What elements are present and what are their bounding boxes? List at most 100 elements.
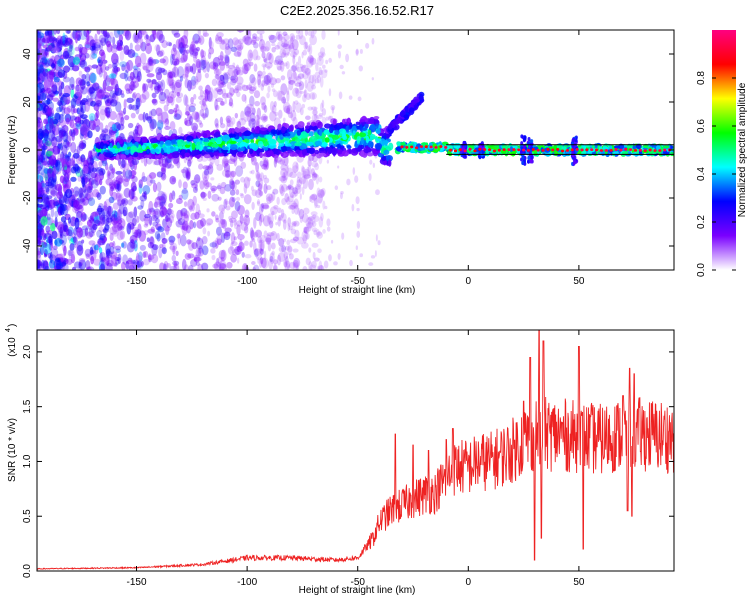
heatmap-ridge [249,148,254,155]
heatmap-noise [311,260,317,269]
heatmap-noise [45,87,52,94]
heatmap-noise [136,122,140,129]
heatmap-noise [195,46,201,52]
heatmap-noise [300,65,306,73]
heatmap-core [536,148,540,152]
heatmap-noise [119,202,125,215]
heatmap-noise [265,193,273,202]
heatmap-noise [128,174,135,179]
heatmap-noise [181,188,189,200]
heatmap-core [429,145,433,149]
heatmap-noise [52,173,57,183]
heatmap-noise [160,68,166,73]
heatmap-noise [37,166,42,172]
heatmap-noise [244,110,252,117]
heatmap-noise [250,118,256,125]
heatmap-noise [50,189,56,195]
heatmap-noise [190,75,197,86]
heatmap-noise [217,55,224,61]
heatmap-noise [236,245,243,252]
heatmap-noise [263,74,271,85]
heatmap-noise [319,188,325,196]
heatmap-noise [306,166,310,177]
heatmap-noise [235,86,240,92]
heatmap-noise [275,222,278,226]
heatmap-noise [302,266,308,270]
heatmap-ridge [124,149,130,155]
heatmap-noise [172,43,177,52]
heatmap-noise [161,237,168,244]
heatmap-ridge [331,147,338,156]
heatmap-noise [216,164,224,171]
heatmap-noise [48,199,56,209]
heatmap-noise [309,54,314,67]
heatmap-noise [43,197,51,206]
heatmap-noise [281,156,289,166]
heatmap-ridge [317,121,323,129]
heatmap-noise [176,91,181,97]
heatmap-noise [182,166,189,179]
heatmap-noise [252,85,257,91]
heatmap-noise [301,165,305,173]
heatmap-core [663,148,667,152]
heatmap-noise [295,61,299,72]
heatmap-noise [61,124,69,133]
heatmap-noise [302,207,310,215]
heatmap-noise [135,260,143,268]
heatmap-noise [160,120,166,125]
heatmap-ridge [221,146,230,151]
heatmap-noise [171,58,180,66]
heatmap-noise [173,61,177,68]
heatmap-ridge [324,123,332,129]
heatmap-noise [185,169,191,177]
heatmap-noise [298,30,304,40]
heatmap-noise [249,227,254,239]
heatmap-noise [340,190,344,195]
heatmap-noise [47,167,54,179]
heatmap-noise [146,78,152,83]
heatmap-noise [250,229,255,241]
heatmap-ridge [204,139,209,148]
heatmap-ridge [378,133,386,137]
heatmap-noise [68,119,72,127]
heatmap-noise [180,207,188,217]
spectrogram-x-axis-label: Height of straight line (km) [299,285,416,296]
heatmap-noise [192,48,199,54]
heatmap-noise [183,264,190,270]
heatmap-noise [358,65,363,72]
heatmap-noise [123,178,129,187]
heatmap-noise [111,254,118,267]
heatmap-noise [250,169,255,175]
heatmap-noise [112,240,116,249]
heatmap-ridge [346,145,352,150]
heatmap-noise [218,61,226,66]
heatmap-noise [186,225,191,234]
heatmap-ridge [244,138,248,142]
heatmap-noise [197,236,201,242]
heatmap-noise [171,190,176,201]
heatmap-noise [319,190,325,198]
heatmap-noise [273,157,277,168]
heatmap-noise [93,39,102,44]
heatmap-noise [91,167,97,173]
heatmap-noise [132,68,139,79]
heatmap-noise [313,173,318,178]
heatmap-noise [150,82,154,91]
heatmap-noise [309,195,312,203]
heatmap-noise [145,116,153,122]
heatmap-ridge [263,147,269,151]
heatmap-noise [337,165,340,169]
heatmap-noise [88,87,93,95]
heatmap-noise [198,95,206,101]
heatmap-noise [134,229,139,238]
heatmap-noise [207,52,212,60]
heatmap-noise [237,205,245,216]
heatmap-noise [57,99,63,107]
heatmap-noise [216,238,222,245]
heatmap-noise [112,217,120,224]
heatmap-noise [155,66,163,76]
heatmap-noise [155,107,163,117]
heatmap-noise [46,195,53,200]
heatmap-core [521,148,526,152]
